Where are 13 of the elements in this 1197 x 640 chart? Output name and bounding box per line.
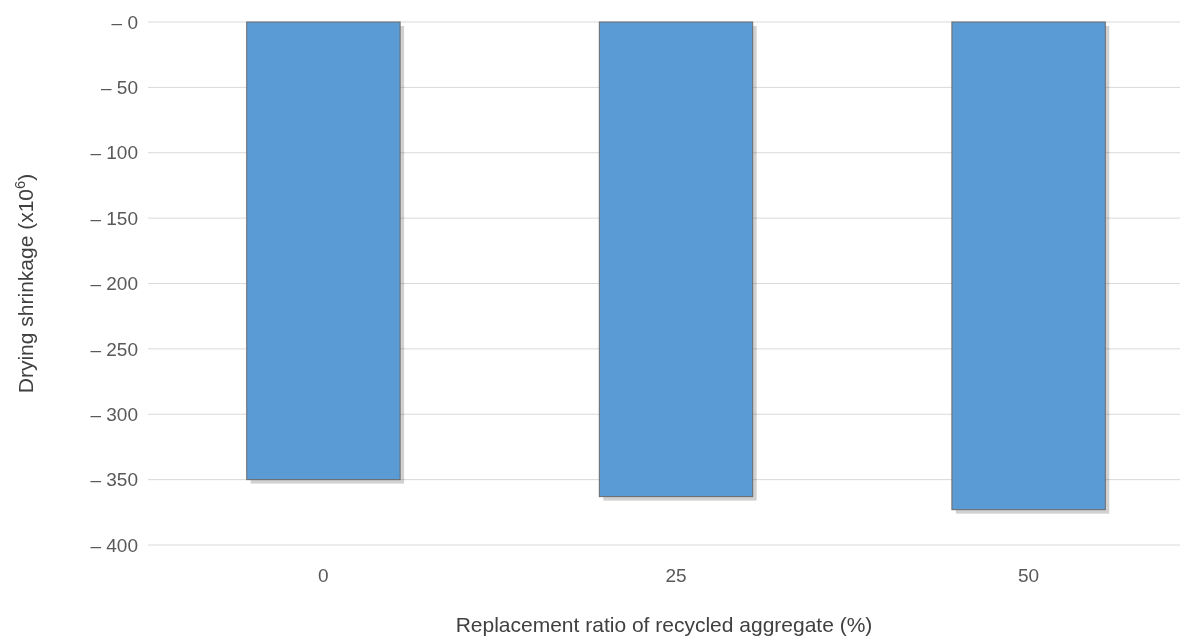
x-axis-title: Replacement ratio of recycled aggregate (%) xyxy=(455,613,873,636)
x-tick-label: 25 xyxy=(665,565,687,586)
x-tick-label: 0 xyxy=(318,565,329,586)
y-tick-label: – 100 xyxy=(90,142,138,164)
y-tick-label: – 0 xyxy=(111,11,138,33)
y-tick-label: – 150 xyxy=(90,207,138,229)
y-tick-label: – 350 xyxy=(90,469,138,491)
y-tick-label: – 300 xyxy=(90,403,138,425)
y-tick-label: – 400 xyxy=(90,534,138,556)
y-tick-label: – 50 xyxy=(101,77,138,99)
y-tick-label: – 250 xyxy=(90,338,138,360)
y-tick-label: – 200 xyxy=(90,273,138,295)
x-tick-label: 50 xyxy=(1018,565,1040,586)
